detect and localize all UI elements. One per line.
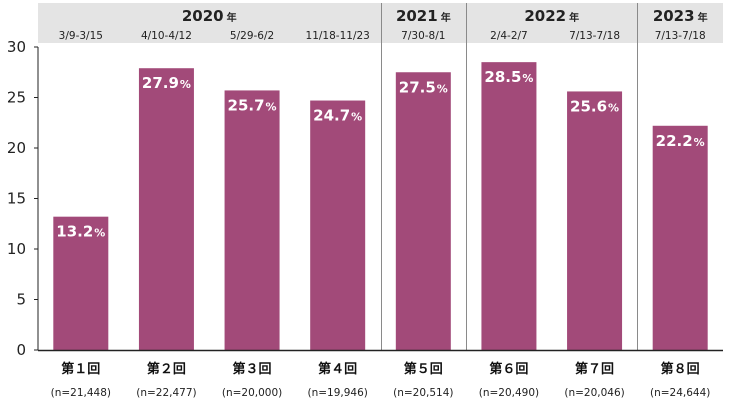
category-label: 第４回 — [318, 361, 357, 377]
y-tick-label: 0 — [16, 341, 26, 359]
y-tick-label: 25 — [7, 89, 26, 107]
sample-size-label: (n=19,946) — [307, 387, 367, 399]
value-label: 13.2% — [56, 223, 105, 241]
period-label: 7/13-7/18 — [655, 30, 706, 42]
period-label: 7/13-7/18 — [569, 30, 620, 42]
year-suffix: 年 — [698, 11, 708, 24]
value-unit: % — [180, 78, 191, 91]
sample-size-label: (n=20,000) — [222, 387, 282, 399]
sample-size-label: (n=24,644) — [650, 387, 710, 399]
year-suffix: 年 — [569, 11, 579, 24]
year-number: 2022 — [524, 7, 566, 25]
year-label-2023: 2023 年 — [653, 7, 708, 25]
value-unit: % — [94, 227, 105, 240]
year-number: 2020 — [182, 7, 224, 25]
y-axis: 0 5 10 15 20 25 30 — [7, 38, 39, 359]
value-label: 24.7% — [313, 107, 362, 125]
value-unit: % — [437, 82, 448, 95]
bar — [481, 62, 537, 351]
category-label: 第８回 — [661, 361, 700, 377]
value-label: 25.7% — [228, 96, 277, 114]
category-label: 第７回 — [575, 361, 614, 377]
year-header: 2020 年 2021 年 2022 年 2023 年3/9-3/15 4/10-4/12 5/2… — [38, 3, 723, 43]
year-separators — [381, 3, 638, 350]
year-number: 2023 — [653, 7, 695, 25]
year-label-2020: 2020 年 — [182, 7, 237, 25]
value-number: 25.6 — [570, 97, 607, 115]
value-number: 24.7 — [313, 107, 350, 125]
category-label: 第５回 — [404, 361, 443, 377]
sample-size-label: (n=20,046) — [564, 387, 624, 399]
period-label: 4/10-4/12 — [141, 30, 192, 42]
x-axis: 第１回 第２回 第３回 第４回 第５回 第６回 第７回 第８回 (n=21,448) (n=22,… — [38, 349, 723, 399]
bar — [395, 72, 451, 350]
bar — [567, 91, 623, 350]
category-label: 第６回 — [489, 361, 528, 377]
year-suffix: 年 — [227, 11, 237, 24]
sample-size-label: (n=20,514) — [393, 387, 453, 399]
value-number: 22.2 — [656, 132, 693, 150]
value-number: 28.5 — [484, 68, 521, 86]
bars — [53, 62, 708, 351]
value-unit: % — [694, 136, 705, 149]
category-label: 第２回 — [147, 361, 186, 377]
value-label: 27.9% — [142, 74, 191, 92]
sample-size-label: (n=20,490) — [479, 387, 539, 399]
bar — [138, 68, 194, 351]
value-label: 22.2% — [656, 132, 705, 150]
year-label-2022: 2022 年 — [524, 7, 579, 25]
value-labels: 13.2%27.9%25.7% 24.7%27.5%28.5%25.6%22.2% — [56, 68, 704, 241]
value-number: 27.5 — [399, 78, 436, 96]
sample-size-label: (n=21,448) — [51, 387, 111, 399]
y-tick-label: 5 — [16, 291, 26, 309]
value-unit: % — [351, 111, 362, 124]
period-label: 7/30-8/1 — [401, 30, 445, 42]
category-label: 第１回 — [61, 361, 100, 377]
year-header-band — [38, 3, 723, 43]
period-label: 11/18-11/23 — [306, 30, 370, 42]
value-number: 25.7 — [228, 96, 265, 114]
bar — [652, 125, 708, 350]
value-label: 27.5% — [399, 78, 448, 96]
value-unit: % — [522, 72, 533, 85]
category-label: 第３回 — [233, 361, 272, 377]
bar — [224, 90, 280, 351]
y-tick-label: 15 — [7, 190, 26, 208]
sample-size-label: (n=22,477) — [136, 387, 196, 399]
value-number: 27.9 — [142, 74, 179, 92]
value-unit: % — [608, 101, 619, 114]
bar — [53, 216, 109, 350]
y-tick-label: 30 — [7, 38, 26, 56]
bar — [310, 100, 366, 350]
period-label: 5/29-6/2 — [230, 30, 274, 42]
y-tick-label: 10 — [7, 240, 26, 258]
year-number: 2021 — [396, 7, 438, 25]
value-unit: % — [266, 100, 277, 113]
value-label: 25.6% — [570, 97, 619, 115]
y-tick-label: 20 — [7, 139, 26, 157]
year-suffix: 年 — [441, 11, 451, 24]
period-label: 2/4-2/7 — [490, 30, 528, 42]
year-label-2021: 2021 年 — [396, 7, 451, 25]
value-number: 13.2 — [56, 223, 93, 241]
value-label: 28.5% — [484, 68, 533, 86]
period-label: 3/9-3/15 — [59, 30, 103, 42]
